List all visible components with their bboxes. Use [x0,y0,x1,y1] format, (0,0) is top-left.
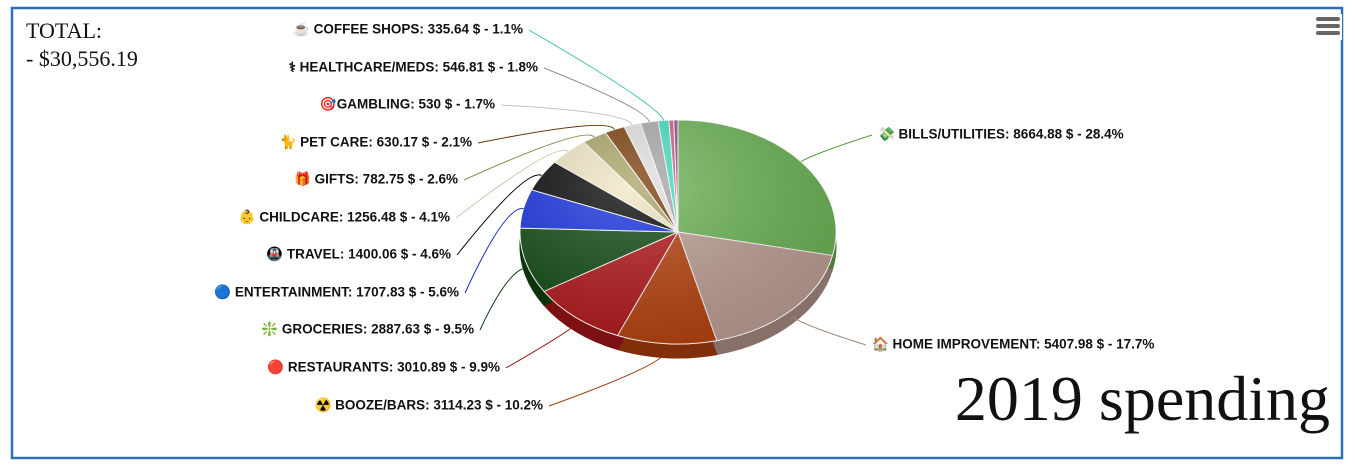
connector [543,67,650,123]
total-value: - $30,556.19 [26,46,138,71]
data-label: ⚕ HEALTHCARE/MEDS: 546.81 $ - 1.8% [289,60,538,75]
chart-title: 2019 spending [955,363,1330,434]
data-label: 🔵 ENTERTAINMENT: 1707.83 $ - 5.6% [214,284,459,300]
data-label: ☕ COFFEE SHOPS: 335.64 $ - 1.1% [293,21,523,37]
connector [505,324,577,369]
connector [464,208,524,294]
connector [800,134,873,163]
data-label: 🏠 HOME IMPROVEMENT: 5407.98 $ - 17.7% [872,337,1154,352]
connector [479,267,526,331]
data-label: 🎯GAMBLING: 530 $ - 1.7% [320,97,495,112]
total-label: TOTAL: [26,18,102,43]
connector [456,174,542,256]
connector [528,29,664,121]
connector [455,149,569,219]
data-label: 🔴 RESTAURANTS: 3010.89 $ - 9.9% [267,359,500,375]
connector [500,104,633,126]
data-label: 🐈 PET CARE: 630.17 $ - 2.1% [280,134,472,150]
data-label: 💸 BILLS/UTILITIES: 8664.88 $ - 28.4% [878,127,1124,142]
connector [477,124,616,144]
menu-button[interactable] [1314,14,1342,40]
data-label: ❇️ GROCERIES: 2887.63 $ - 9.5% [261,321,474,337]
data-label: 👶 CHILDCARE: 1256.48 $ - 4.1% [239,209,450,225]
connector [463,134,595,181]
data-label: 🎁 GIFTS: 782.75 $ - 2.6% [294,171,458,187]
connector [791,316,867,346]
frame [10,6,1344,460]
connector [548,350,668,407]
data-label: 🚇 TRAVEL: 1400.06 $ - 4.6% [266,246,451,262]
data-label: ☢️ BOOZE/BARS: 3114.23 $ - 10.2% [315,397,543,413]
